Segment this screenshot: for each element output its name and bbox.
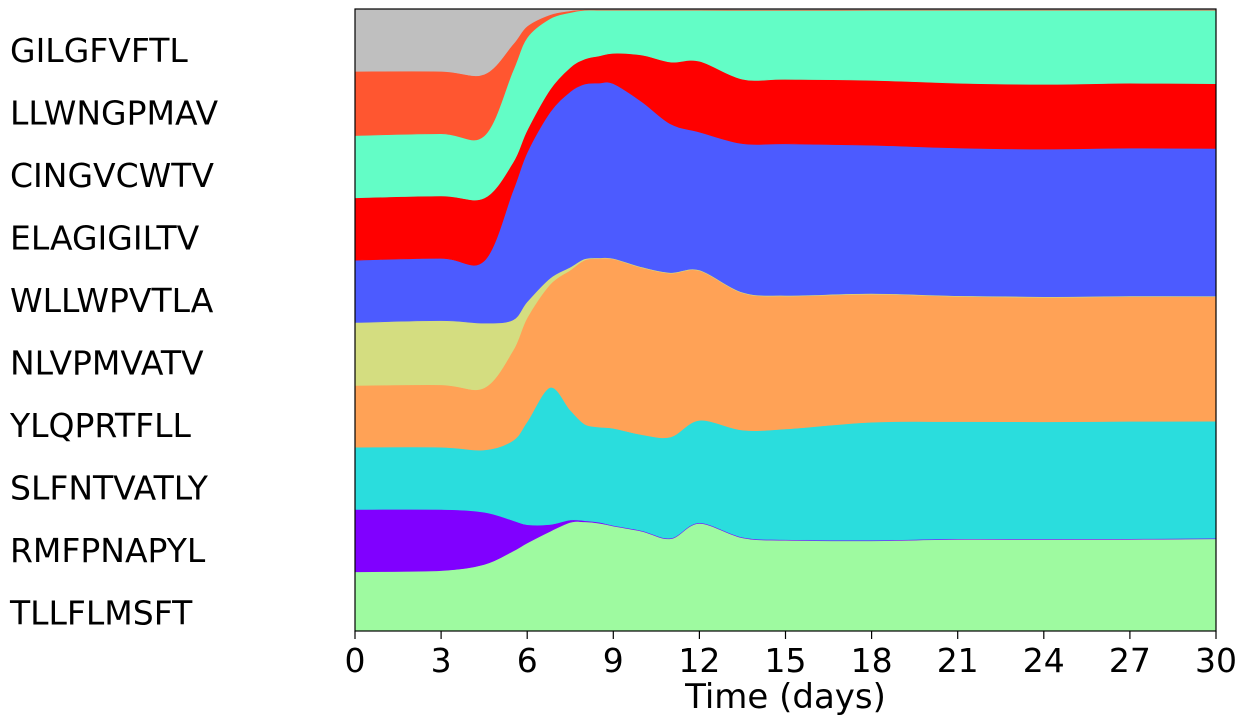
series-label-gilgfvftl: GILGFVFTL [10,31,188,70]
x-axis-label: Time (days) [684,677,886,717]
x-tick-label: 15 [765,641,807,680]
series-label-rmfpnapyl: RMFPNAPYL [10,531,206,570]
x-axis: 0 3 6 9 12 15 18 21 24 27 30 [345,631,1237,680]
plot-area [354,8,1217,632]
x-tick-label: 21 [937,641,979,680]
x-tick-label: 30 [1195,641,1237,680]
series-label-tllflmsft: TLLFLMSFT [9,594,193,633]
series-label-wllwpvtla: WLLWPVTLA [10,281,214,320]
x-tick-label: 27 [1109,641,1151,680]
series-label-nlvpmvatv: NLVPMVATV [10,344,204,383]
x-tick-label: 18 [851,641,893,680]
x-tick-label: 6 [517,641,538,680]
series-label-llwngpmav: LLWNGPMAV [10,94,218,133]
x-tick-label: 24 [1023,641,1065,680]
x-tick-label: 9 [603,641,624,680]
x-tick-label: 0 [345,641,366,680]
x-tick-label: 3 [431,641,452,680]
series-label-slfntvatly: SLFNTVATLY [10,469,209,508]
series-labels: GILGFVFTL LLWNGPMAV CINGVCWTV ELAGIGILTV WLL… [9,31,218,633]
x-tick-label: 12 [678,641,720,680]
series-label-ylqprtfll: YLQPRTFLL [9,406,191,445]
series-label-elagigiltv: ELAGIGILTV [10,219,200,258]
series-label-cingvcwtv: CINGVCWTV [10,156,214,195]
